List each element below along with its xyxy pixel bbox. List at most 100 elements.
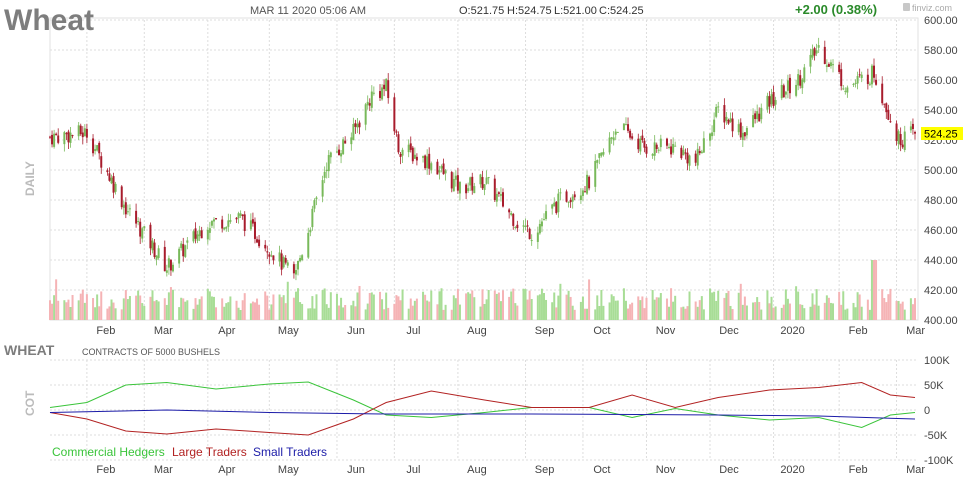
candle-body (641, 135, 644, 141)
price-x-ticks: Feb Mar Apr May Jun Jul Aug Sep Oct Nov Dec 2020 Feb… (96, 325, 925, 337)
volume-bar (600, 289, 603, 320)
candle-body (383, 84, 386, 90)
candle-body (530, 240, 533, 242)
candle-body (395, 131, 398, 133)
volume-bar (844, 309, 847, 320)
candle-body (571, 196, 574, 202)
candle-body (297, 260, 300, 270)
candle-body (63, 132, 66, 145)
candle-body (567, 201, 570, 203)
volume-bar (557, 295, 560, 320)
candle-body (743, 132, 746, 137)
price-y-tick: 420.00 (924, 285, 958, 297)
volume-bar (743, 296, 746, 320)
volume-bar (438, 291, 441, 320)
volume-bar (180, 297, 183, 320)
volume-bar (114, 308, 117, 320)
candle-body (481, 177, 484, 189)
candle-body (401, 149, 404, 156)
candle-body (165, 270, 168, 273)
candle-body (643, 140, 646, 148)
volume-bar (565, 294, 568, 320)
volume-bar (698, 300, 701, 320)
volume-bar (766, 290, 769, 320)
volume-bar (540, 288, 543, 320)
volume-bar (868, 309, 871, 320)
volume-bar (454, 298, 457, 320)
candle-body (342, 139, 345, 155)
candle-body (698, 150, 701, 154)
candle-body (717, 106, 720, 108)
volume-bar (911, 304, 914, 320)
volume-bar (493, 290, 496, 320)
volume-bar (143, 305, 146, 320)
volume-bar (823, 302, 826, 320)
volume-bar (639, 300, 642, 320)
candle-body (424, 155, 427, 169)
volume-bar (739, 283, 742, 320)
ohlc-open: O:521.75 (459, 5, 504, 17)
volume-bar (817, 305, 820, 320)
candle-body (674, 145, 677, 147)
candle-body (292, 264, 295, 274)
price-x-tick: Feb (849, 325, 868, 337)
volume-bar (57, 300, 60, 320)
candle-body (258, 239, 261, 247)
candle-body (598, 153, 601, 158)
volume-bar (227, 302, 230, 320)
volume-bar (838, 291, 841, 320)
volume-bar (442, 309, 445, 320)
volume-bar (407, 308, 410, 320)
volume-bar (873, 260, 876, 320)
candle-body (516, 224, 519, 229)
cot-series-line (49, 409, 916, 420)
volume-bar (622, 288, 625, 320)
volume-bar (55, 279, 58, 320)
volume-bar (594, 309, 597, 320)
brand-logo[interactable]: finviz.com (903, 3, 952, 13)
candle-body (665, 138, 668, 146)
volume-bar (171, 289, 174, 320)
volume-bar (711, 292, 714, 320)
candle-body (186, 240, 189, 243)
volume-bar (768, 303, 771, 320)
volume-bar (729, 305, 732, 320)
candle-body (542, 219, 545, 221)
volume-bar (350, 305, 353, 320)
candle-body (128, 208, 131, 210)
cot-x-tick: May (278, 464, 299, 476)
candle-body (409, 143, 412, 150)
price-x-tick: Dec (719, 325, 739, 337)
price-x-tick: Oct (593, 325, 610, 337)
volume-bar (278, 294, 281, 320)
volume-bar (586, 308, 589, 320)
candle-body (379, 91, 382, 98)
volume-bar (340, 297, 343, 320)
volume-bar (670, 288, 673, 320)
cot-x-tick: Oct (593, 464, 610, 476)
candle-body (639, 138, 642, 152)
volume-bar (588, 279, 591, 320)
candle-body (766, 95, 769, 110)
volume-bar (508, 296, 511, 320)
volume-bar (772, 307, 775, 320)
candle-body (184, 245, 187, 257)
candle-body (827, 64, 830, 67)
candle-body (49, 136, 51, 138)
candle-body (200, 230, 203, 239)
volume-bar (120, 309, 123, 320)
price-candles (49, 37, 916, 281)
candle-body (206, 229, 209, 240)
volume-bar (192, 308, 195, 320)
candle-body (825, 65, 828, 67)
cot-subtitle: CONTRACTS OF 5000 BUSHELS (82, 347, 220, 357)
candle-body (157, 248, 160, 258)
volume-bar (387, 307, 390, 320)
volume-bar (514, 303, 517, 320)
candle-body (555, 201, 558, 214)
volume-bar (788, 303, 791, 320)
volume-bar (469, 293, 472, 320)
volume-bar (530, 299, 533, 320)
candle-body (588, 176, 591, 189)
